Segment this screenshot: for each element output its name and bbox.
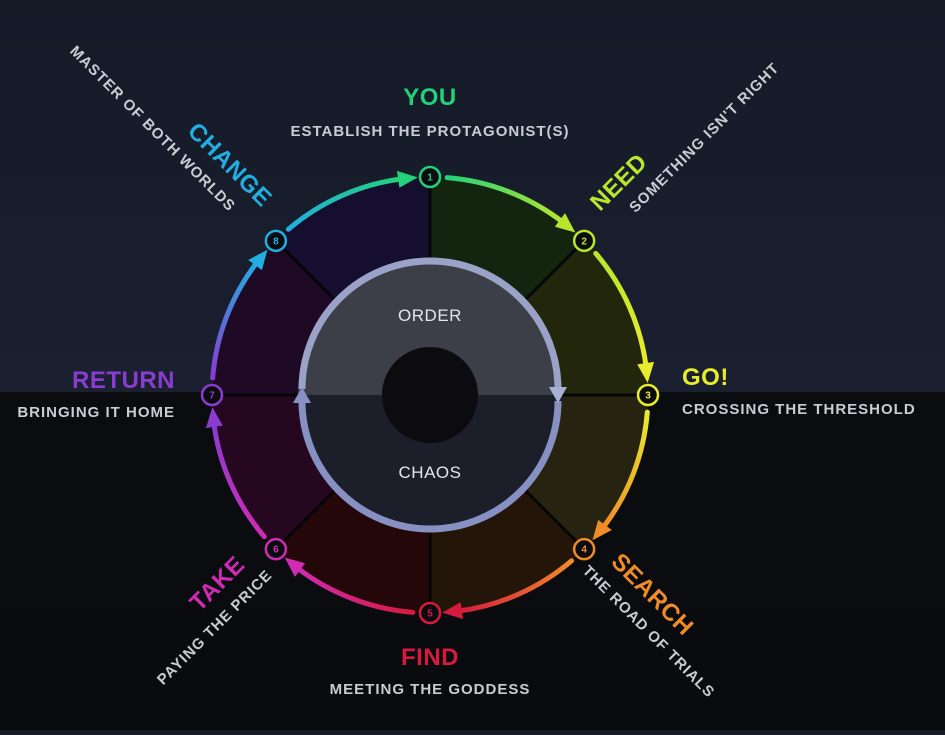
step-subtitle: CROSSING THE THRESHOLD [682, 401, 916, 418]
step-subtitle: MEETING THE GODDESS [330, 681, 531, 698]
wheel-arrows [205, 170, 655, 620]
step-subtitle: ESTABLISH THE PROTAGONIST(S) [290, 123, 569, 140]
order-half [298, 263, 562, 395]
order-label: ORDER [398, 306, 462, 325]
step-number: 5 [427, 609, 433, 620]
step-6-label: TAKE PAYING THE PRICE [154, 551, 276, 688]
step-subtitle: BRINGING IT HOME [17, 404, 175, 421]
step-marker-circle [200, 383, 224, 407]
step-marker-circle [264, 537, 288, 561]
wheel-spokes [212, 177, 648, 613]
step-title: RETURN [72, 367, 175, 394]
step-markers: 1 2 3 4 5 6 7 8 [200, 165, 660, 625]
chaos-label: CHAOS [399, 463, 462, 482]
step-marker: 8 [264, 229, 288, 253]
inner-ring-arrow-left [293, 387, 311, 403]
step-marker-circle [572, 229, 596, 253]
inner-ring-chaos [298, 400, 562, 533]
center-hub [382, 347, 478, 443]
arrow-head [637, 361, 655, 383]
spoke [522, 487, 586, 551]
step-number: 3 [645, 391, 651, 402]
step-number: 1 [427, 173, 433, 184]
step-marker: 2 [572, 229, 596, 253]
step-number: 6 [273, 545, 279, 556]
step-marker-circle [264, 229, 288, 253]
spoke [274, 239, 338, 303]
arrow-arc [593, 250, 649, 370]
step-5-label: FIND MEETING THE GODDESS [330, 644, 531, 698]
arrow-arc [444, 175, 566, 225]
step-marker-circle [572, 537, 596, 561]
arrow-head [592, 519, 612, 541]
step-title: FIND [401, 644, 459, 671]
step-8-label: CHANGE MASTER OF BOTH WORLDS [66, 43, 277, 215]
center-core: ORDER CHAOS [293, 257, 567, 533]
step-marker: 7 [200, 383, 224, 407]
arrow-head [205, 407, 223, 429]
arrow-head [554, 213, 576, 233]
arrow-head [248, 249, 268, 271]
step-marker-circle [418, 165, 442, 189]
step-number: 8 [273, 236, 279, 247]
step-1-label: YOU ESTABLISH THE PROTAGONIST(S) [290, 84, 569, 140]
spoke [274, 487, 338, 551]
inner-ring-order [298, 257, 562, 390]
step-title: YOU [403, 84, 457, 111]
arrow-arc [285, 176, 405, 232]
arrow-head [396, 170, 418, 188]
step-number: 7 [209, 391, 215, 402]
step-marker: 3 [636, 383, 660, 407]
step-marker: 4 [572, 537, 596, 561]
step-marker: 1 [418, 165, 442, 189]
arrow-arc [294, 565, 416, 615]
arrow-arc [455, 558, 575, 614]
arrow-arc [600, 409, 650, 531]
step-marker-circle [418, 601, 442, 625]
arrow-head [442, 602, 464, 620]
arrow-arc [211, 420, 267, 540]
step-title: GO! [682, 364, 729, 391]
step-marker: 5 [418, 601, 442, 625]
step-marker-circle [636, 383, 660, 407]
step-marker: 6 [264, 537, 288, 561]
arrow-head [284, 557, 306, 577]
step-number: 4 [581, 545, 587, 556]
step-number: 2 [581, 236, 587, 247]
arrow-arc [210, 259, 260, 381]
inner-ring-arrow-right [549, 387, 567, 403]
spoke [522, 239, 586, 303]
step-subtitle: SOMETHING ISN'T RIGHT [626, 60, 783, 217]
step-2-label: NEED SOMETHING ISN'T RIGHT [585, 60, 783, 217]
step-4-label: SEARCH THE ROAD OF TRIALS [579, 548, 718, 701]
step-7-label: RETURN BRINGING IT HOME [17, 367, 175, 421]
step-3-label: GO! CROSSING THE THRESHOLD [682, 364, 916, 418]
chaos-half [298, 395, 562, 527]
